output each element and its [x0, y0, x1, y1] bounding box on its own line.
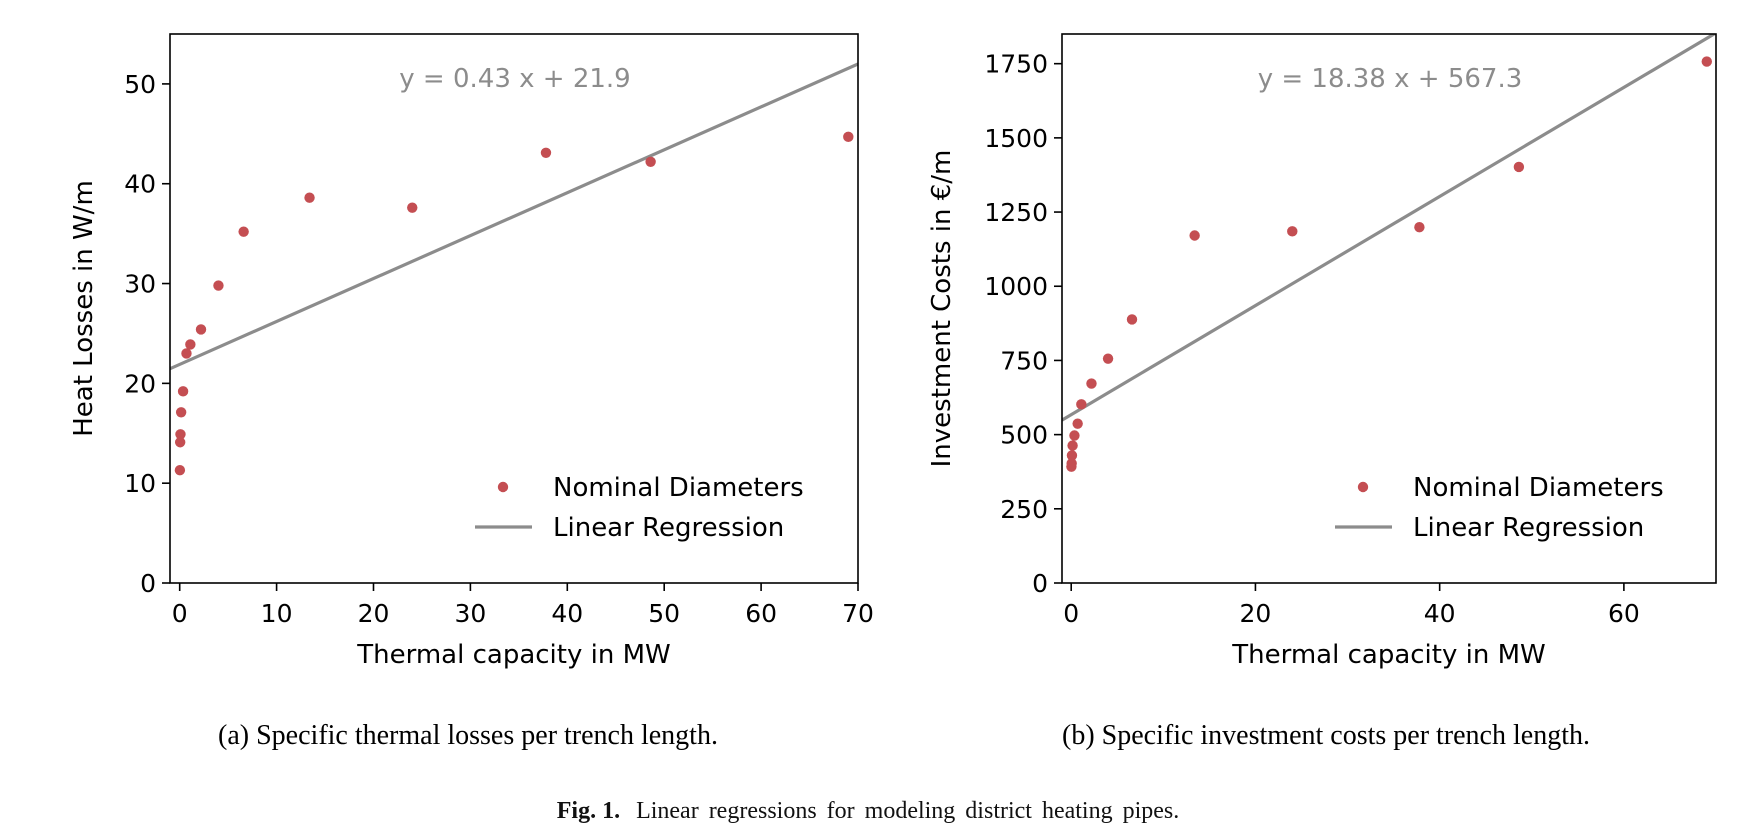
- data-point: [540, 147, 552, 158]
- figure-caption: Fig. 1. Linear regressions for modeling …: [557, 798, 1180, 824]
- regression-line: [1062, 34, 1716, 422]
- x-tick-label: 70: [842, 599, 874, 628]
- data-point: [304, 192, 315, 203]
- axes-frame: [169, 33, 859, 584]
- y-axis-label: Investment Costs in €/m: [927, 150, 957, 468]
- data-point: [238, 226, 249, 237]
- legend-label-line: Linear Regression: [1413, 513, 1644, 543]
- x-tick-label: 30: [454, 599, 486, 628]
- chart-panel-a: 0 10 20 30 40 50 60 70 0 10 20 30 40 50 Thermal capaci…: [69, 33, 874, 670]
- data-point: [1701, 56, 1712, 67]
- data-point: [1086, 378, 1097, 389]
- x-tick-label: 40: [1424, 599, 1456, 628]
- y-tick-label: 50: [124, 70, 156, 99]
- y-tick-label: 750: [1000, 346, 1048, 375]
- data-point: [407, 202, 418, 213]
- y-tick-label: 0: [140, 569, 156, 598]
- data-point: [1189, 230, 1200, 241]
- subcaption-b: (b) Specific investment costs per trench…: [1062, 720, 1590, 751]
- data-point: [843, 131, 854, 143]
- subcaption-a: (a) Specific thermal losses per trench l…: [218, 720, 718, 751]
- data-point: [175, 429, 186, 440]
- data-point: [185, 339, 196, 350]
- x-tick-label: 40: [551, 599, 583, 628]
- y-tick-label: 500: [1000, 421, 1048, 450]
- y-tick-label: 40: [124, 170, 156, 199]
- legend-marker-scatter: [497, 481, 509, 493]
- legend: Nominal Diameters Linear Regression: [1335, 473, 1664, 543]
- figure-caption-text: Linear regressions for modeling district…: [636, 798, 1179, 824]
- x-tick-label: 50: [648, 599, 680, 628]
- data-point: [1067, 440, 1078, 451]
- x-tick-label: 20: [1240, 599, 1272, 628]
- data-point: [1287, 226, 1298, 237]
- data-point: [181, 348, 192, 359]
- x-axis-label: Thermal capacity in MW: [1231, 640, 1545, 670]
- axes-frame: [1061, 33, 1717, 584]
- x-tick-label: 0: [172, 599, 188, 628]
- legend-label-scatter: Nominal Diameters: [553, 473, 804, 503]
- data-point: [1072, 418, 1083, 429]
- y-tick-label: 1500: [984, 124, 1048, 153]
- x-tick-label: 60: [745, 599, 777, 628]
- figure-caption-label: Fig. 1.: [557, 798, 620, 824]
- regression-equation: y = 18.38 x + 567.3: [1258, 64, 1523, 94]
- x-tick-label: 0: [1063, 599, 1079, 628]
- data-point: [174, 437, 186, 448]
- data-point: [645, 156, 656, 167]
- x-tick-label: 20: [358, 599, 390, 628]
- data-point: [1414, 221, 1425, 233]
- data-point: [1102, 353, 1114, 364]
- y-tick-label: 10: [124, 469, 156, 498]
- data-point: [1513, 161, 1525, 173]
- legend-label-line: Linear Regression: [553, 513, 784, 543]
- legend: Nominal Diameters Linear Regression: [475, 473, 804, 543]
- y-tick-label: 0: [1032, 569, 1048, 598]
- data-point: [1066, 450, 1078, 461]
- y-tick-label: 30: [124, 270, 156, 299]
- y-tick-label: 20: [124, 369, 156, 398]
- data-point: [177, 386, 189, 397]
- data-point: [195, 324, 207, 335]
- x-tick-label: 60: [1608, 599, 1640, 628]
- y-axis-label: Heat Losses in W/m: [69, 180, 99, 437]
- regression-line: [170, 62, 858, 371]
- regression-equation: y = 0.43 x + 21.9: [399, 64, 630, 94]
- legend-label-scatter: Nominal Diameters: [1413, 473, 1664, 503]
- legend-marker-scatter: [1357, 481, 1369, 493]
- data-point: [213, 280, 224, 291]
- data-point: [1069, 430, 1080, 441]
- y-tick-label: 1000: [984, 272, 1048, 301]
- y-tick-label: 250: [1000, 495, 1048, 524]
- y-tick-label: 1250: [984, 198, 1048, 227]
- data-point: [175, 407, 187, 418]
- data-point: [174, 465, 186, 476]
- y-tick-label: 1750: [984, 50, 1048, 79]
- data-point: [1126, 314, 1138, 325]
- x-axis-label: Thermal capacity in MW: [356, 640, 670, 670]
- data-point: [1066, 458, 1077, 469]
- chart-panel-b: 0 20 40 60 0 250 500 750 1000 1250 1500 1750 Thermal…: [927, 33, 1717, 670]
- x-tick-label: 10: [261, 599, 293, 628]
- data-point: [1076, 399, 1087, 410]
